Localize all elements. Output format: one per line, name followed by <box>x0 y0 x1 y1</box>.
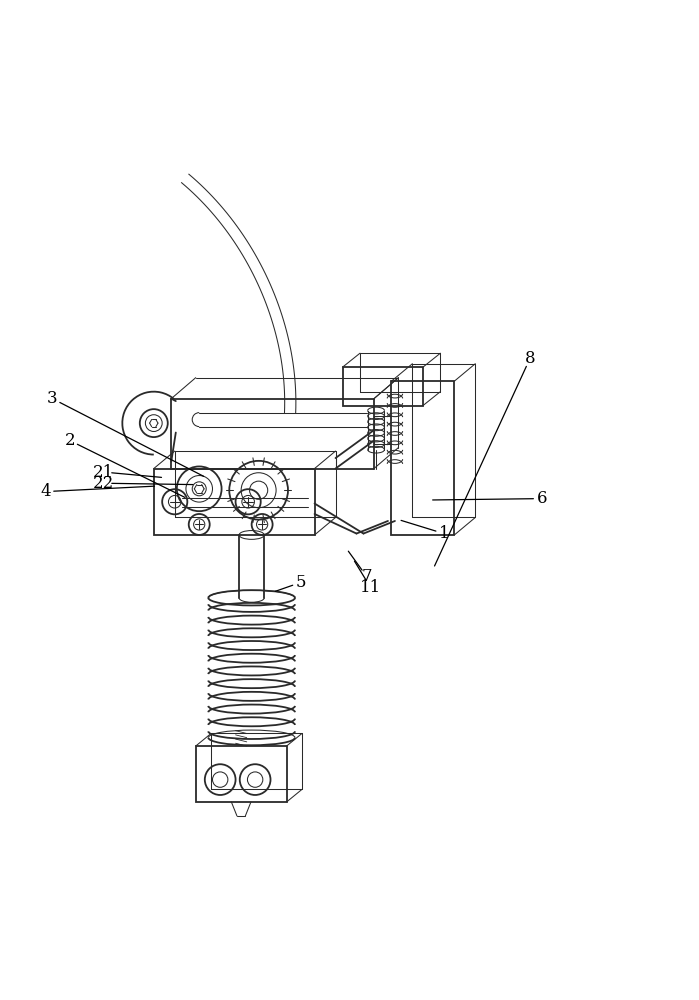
Text: 5: 5 <box>295 574 306 591</box>
Text: 22: 22 <box>93 475 114 492</box>
Text: 7: 7 <box>361 568 373 585</box>
Text: 21: 21 <box>93 464 114 481</box>
Text: 8: 8 <box>524 350 535 367</box>
Bar <box>154 469 315 535</box>
Bar <box>196 746 287 802</box>
Bar <box>343 367 423 406</box>
Text: 11: 11 <box>360 579 381 596</box>
Text: 1: 1 <box>438 525 449 542</box>
Text: 6: 6 <box>536 490 547 507</box>
Text: 3: 3 <box>47 390 58 407</box>
Bar <box>391 381 454 535</box>
Text: 4: 4 <box>40 483 51 500</box>
Text: 2: 2 <box>64 432 75 449</box>
